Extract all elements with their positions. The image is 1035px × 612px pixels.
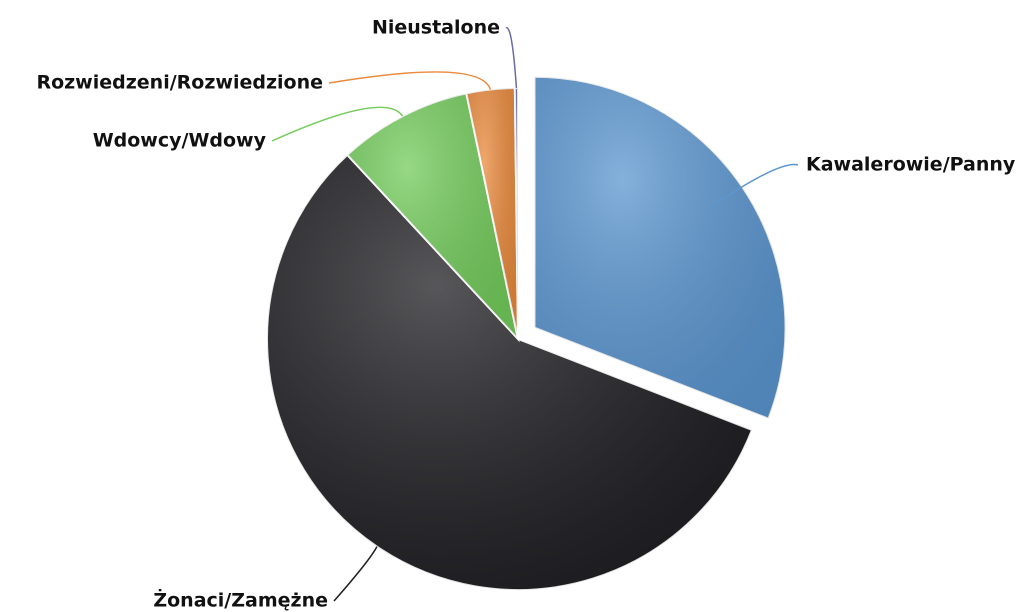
leader-line	[328, 71, 492, 90]
slice-label: Żonaci/Zamężne	[153, 588, 328, 612]
leader-line	[333, 546, 378, 602]
leader-line	[505, 27, 518, 89]
slice-label: Wdowcy/Wdowy	[93, 130, 267, 152]
slice-label: Kawalerowie/Panny	[806, 154, 1016, 176]
slice-label: Nieustalone	[372, 17, 500, 39]
leader-line	[271, 106, 404, 142]
slice-label: Rozwiedzeni/Rozwiedzione	[36, 72, 323, 94]
